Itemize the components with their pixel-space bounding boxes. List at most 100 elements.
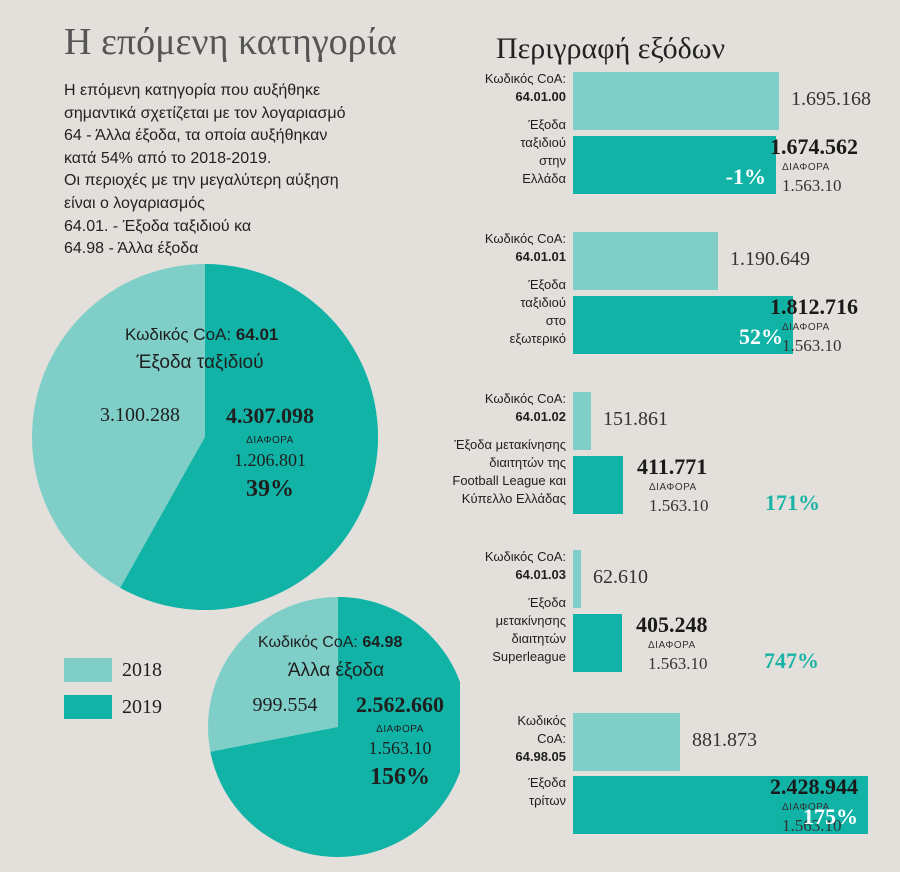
diff-value: 1.563.10 [782,816,842,835]
code-value: 64.01.02 [515,409,566,424]
intro-line: σημαντικά σχετίζεται με τον λογαριασμό [64,104,346,122]
pie1-slice-2019 [120,264,378,610]
diff-value: 1.563.10 [782,336,842,355]
value-2018: 1.695.168 [791,88,871,110]
intro-line: 64.98 - Άλλα έξοδα [64,240,199,258]
pie-charts [32,264,460,857]
pct-change: 175% [803,804,858,829]
item-code: Κωδικός CoA: 64.01.00 [485,70,566,106]
description-line: Έξοδα [528,277,566,292]
pie1-code-value: 64.01 [235,325,279,344]
bar-2018 [573,713,680,771]
diff-value: 1.563.10 [648,654,708,673]
legend-swatch-2018 [64,658,112,682]
pie2-pct: 156% [370,764,430,790]
pct-change: 747% [764,648,819,673]
code-label: Κωδικός CoA: [484,71,566,86]
pie1-diff-label: ΔΙΑΦΟΡΑ [246,435,294,446]
description-line: Superleague [492,649,566,664]
intro-line: 64 - Άλλα έξοδα, τα οποία αυξήθηκαν [64,127,328,145]
diff-value: 1.563.10 [649,496,709,515]
description-line: Έξοδα [528,775,566,790]
intro-text: Η επόμενη κατηγορία που αυξήθηκε σημαντι… [64,80,404,261]
bar-2018 [573,550,581,608]
description-line: μετακίνησης [495,613,566,628]
code-label: Κωδικός CoA: [484,391,566,406]
main-title: Η επόμενη κατηγορία [64,21,397,63]
description-line: Έξοδα μετακίνησης [454,437,566,452]
expense-item: Κωδικός CoA: 64.01.02 Έξοδα μετακίνησης δια… [452,390,900,550]
description-line: στην [539,153,566,168]
intro-line: είναι ο λογαριασμός [64,194,205,212]
code-label: Κωδικός CoA: [484,231,566,246]
expenses-description-title: Περιγραφή εξόδων [496,32,726,65]
pct-change: 171% [765,490,820,515]
diff-label: ΔΙΑΦΟΡΑ [649,482,697,493]
legend-label-2019: 2019 [122,696,162,718]
diff-label: ΔΙΑΦΟΡΑ [782,322,830,333]
item-description: Έξοδα ταξιδιού στην Ελλάδα [520,116,566,188]
value-2019: 411.771 [637,454,708,479]
pie1-value-2019: 4.307.098 [226,403,314,428]
intro-line: κατά 54% από το 2018-2019. [64,149,272,167]
code-value: 64.01.03 [515,567,566,582]
description-line: εξωτερικό [509,331,566,346]
diff-label: ΔΙΑΦΟΡΑ [648,640,696,651]
pie2-code-value: 64.98 [362,634,403,651]
description-line: Κύπελλο Ελλάδας [461,491,566,506]
description-line: Έξοδα [528,117,566,132]
pct-change: -1% [725,164,766,189]
pct-change: 52% [739,324,783,349]
value-2018: 881.873 [692,729,757,751]
pie2-code: Κωδικός CoA: 64.98 [258,634,402,652]
code-value: 64.01.00 [515,89,566,104]
pie2-slice-2019 [210,597,460,857]
pie2-title: Άλλα έξοδα [287,660,385,681]
code-value: 64.01.01 [515,249,566,264]
value-2019: 1.812.716 [770,294,858,319]
bar-2019 [573,776,868,834]
description-line: στο [545,313,566,328]
intro-line: 64.01. - Έξοδα ταξιδιού κα [64,217,252,235]
pie1-code: Κωδικός CoA: 64.01 [125,325,278,345]
diff-value: 1.563.10 [782,176,842,195]
item-code: Κωδικός CoA: 64.01.03 [485,548,566,584]
description-line: Ελλάδα [522,171,566,186]
description-line: Έξοδα [528,595,566,610]
pie2-diff-label: ΔΙΑΦΟΡΑ [376,724,424,735]
bar-2018 [573,72,779,130]
bar-2019 [573,296,793,354]
expense-item: Κωδικός CoA: 64.01.00 Έξοδα ταξιδιού στην Ελλ… [460,70,900,230]
legend-label-2018: 2018 [122,659,162,681]
pie1-diff-value: 1.206.801 [234,450,306,470]
code-label: Κωδικός [517,713,566,728]
description-line: διαιτητών της [489,455,566,470]
value-2018: 151.861 [603,408,668,430]
item-description: Έξοδα τρίτων [528,774,566,810]
item-code: Κωδικός CoA: 64.01.01 [485,230,566,266]
pie1-pct: 39% [246,476,294,502]
value-2019: 2.428.944 [770,774,858,799]
legend-swatch-2019 [64,695,112,719]
value-2019: 405.248 [636,612,708,637]
description-line: ταξιδιού [520,295,566,310]
item-code: Κωδικός CoA: 64.98.05 [515,712,566,766]
pie2-value-2018: 999.554 [252,694,318,716]
expense-item: Κωδικός CoA: 64.01.01 Έξοδα ταξιδιού στο εξωτ… [460,230,900,390]
pie1-value-2018: 3.100.288 [100,404,180,426]
expense-item: Κωδικός CoA: 64.98.05 Έξοδα τρίτων 881.873 2.4… [460,712,900,872]
bar-2018 [573,392,591,450]
bar-2019 [573,456,623,514]
diff-label: ΔΙΑΦΟΡΑ [782,802,830,813]
pie1-code-label: Κωδικός CoA: [125,325,232,344]
item-description: Έξοδα μετακίνησης διαιτητών της Football L… [452,436,566,508]
intro-line: Η επόμενη κατηγορία που αυξήθηκε [64,82,321,99]
intro-line: Οι περιοχές με την μεγαλύτερη αύξηση [64,172,339,190]
item-code: Κωδικός CoA: 64.01.02 [485,390,566,426]
item-description: Έξοδα μετακίνησης διαιτητών Superleague [492,594,566,666]
code-value: 64.98.05 [515,749,566,764]
expense-item: Κωδικός CoA: 64.01.03 Έξοδα μετακίνησης διαι… [460,548,900,708]
description-line: τρίτων [528,793,566,808]
description-line: ταξιδιού [520,135,566,150]
code-label: Κωδικός CoA: [484,549,566,564]
